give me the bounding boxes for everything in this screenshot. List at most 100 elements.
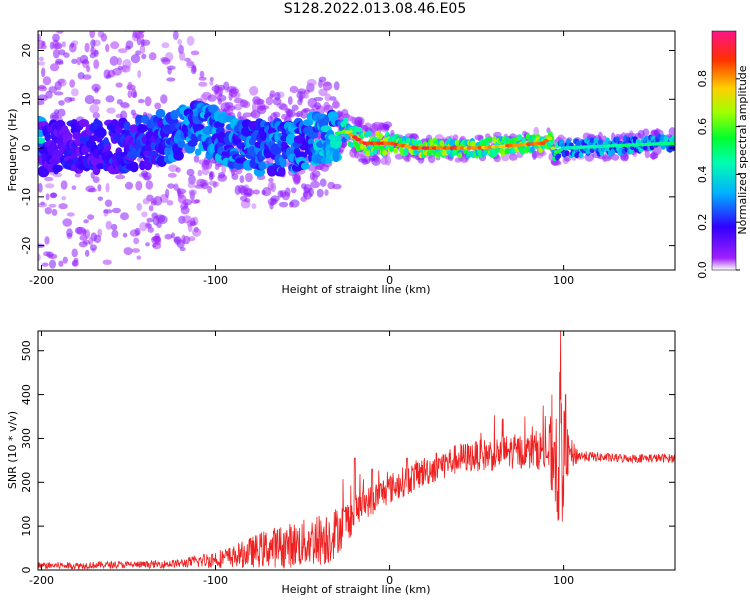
heatmap-cell [207, 94, 217, 102]
heatmap-cell [117, 57, 122, 66]
heatmap-cell [130, 54, 141, 64]
heatmap-cell [110, 41, 120, 50]
heatmap-cell [241, 100, 251, 109]
heatmap-cell [97, 196, 104, 201]
spectrogram-x-ticks: -200 -100 0 100 [29, 31, 574, 287]
heatmap-cell [49, 192, 57, 199]
heatmap-cell [289, 85, 299, 94]
heatmap-cell [78, 119, 90, 127]
heatmap-cell [61, 41, 66, 48]
heatmap-cell [74, 227, 84, 234]
heatmap-cell [244, 198, 251, 203]
heatmap-cell [160, 94, 168, 104]
heatmap-cell [44, 183, 55, 189]
heatmap-cell [239, 175, 245, 184]
heatmap-cell [200, 93, 208, 104]
heatmap-cell [309, 130, 319, 139]
snr-y-label: SNR (10 * v/v) [6, 411, 19, 489]
heatmap-cell [270, 195, 280, 202]
heatmap-cell [137, 70, 142, 79]
heatmap-cell [115, 174, 126, 180]
heatmap-cell [186, 168, 195, 176]
heatmap-cell [93, 234, 102, 244]
heatmap-cell [89, 31, 95, 39]
heatmap-cell [284, 187, 291, 197]
heatmap-cell [90, 244, 97, 251]
heatmap-cell [637, 129, 645, 139]
heatmap-cell [48, 203, 57, 208]
heatmap-cell [134, 227, 141, 236]
heatmap-cell [279, 156, 287, 168]
heatmap-cell [563, 157, 571, 162]
heatmap-cell [295, 151, 308, 159]
heatmap-cell [102, 259, 112, 265]
spectrogram-x-label: Height of straight line (km) [281, 283, 430, 296]
heatmap-cell [124, 181, 134, 190]
heatmap-cell [262, 187, 272, 197]
heatmap-cell [333, 81, 340, 91]
heatmap-cell [252, 189, 260, 195]
x-tick-label: -200 [29, 274, 54, 287]
heatmap-cell [58, 260, 64, 267]
heatmap-cell [318, 88, 328, 97]
heatmap-cell [133, 237, 140, 245]
heatmap-cell [52, 164, 63, 173]
x-tick-label: -100 [203, 274, 228, 287]
y-tick-label: -10 [20, 188, 33, 206]
heatmap-cell [348, 132, 355, 137]
heatmap-cell [122, 232, 128, 238]
heatmap-cell [358, 158, 368, 163]
heatmap-cell [364, 122, 371, 129]
colorbar-ticks: 0.0 0.2 0.4 0.6 0.8 [696, 70, 740, 279]
heatmap-cell [324, 189, 329, 196]
heatmap-cell [138, 98, 145, 104]
heatmap-cell [46, 251, 54, 258]
heatmap-cell [194, 148, 202, 156]
heatmap-cell [89, 104, 100, 114]
heatmap-cell [314, 102, 321, 110]
heatmap-cell [289, 199, 300, 208]
heatmap-cell [106, 107, 116, 114]
heatmap-cell [88, 188, 97, 193]
heatmap-cell [177, 194, 187, 204]
heatmap-cell [196, 178, 207, 187]
heatmap-cell [71, 248, 78, 258]
heatmap-cell [72, 260, 78, 267]
x-tick-label: 0 [386, 574, 393, 587]
x-tick-label: -100 [203, 574, 228, 587]
heatmap-cell [136, 255, 142, 260]
y-tick-label: -20 [20, 237, 33, 255]
heatmap-cell [365, 150, 371, 157]
heatmap-cell [82, 228, 87, 236]
heatmap-cell [357, 119, 363, 126]
heatmap-cell [120, 102, 130, 109]
heatmap-cell [552, 160, 562, 166]
heatmap-cell [38, 253, 41, 262]
snr-x-ticks: -200 -100 0 100 [29, 331, 574, 587]
heatmap-cell [164, 233, 173, 240]
heatmap-cell [109, 56, 119, 66]
heatmap-cell [71, 58, 78, 64]
heatmap-cell [87, 214, 95, 221]
heatmap-cell [352, 135, 358, 139]
heatmap-cell [345, 130, 351, 134]
heatmap-cell [269, 90, 276, 98]
heatmap-cell [110, 223, 118, 231]
heatmap-cell [372, 148, 378, 155]
heatmap-cell [144, 23, 153, 28]
heatmap-cell [66, 228, 73, 238]
heatmap-cell [245, 172, 253, 183]
heatmap-cell [323, 101, 330, 110]
spectrogram-frame [37, 30, 676, 271]
heatmap-cell [93, 59, 100, 70]
heatmap-cell [94, 127, 107, 138]
heatmap-cell [144, 96, 152, 107]
heatmap-cell [303, 184, 312, 193]
heatmap-cell [52, 48, 60, 59]
x-tick-label: -200 [29, 574, 54, 587]
heatmap-cell [297, 88, 307, 95]
heatmap-cell [390, 129, 395, 136]
heatmap-cell [249, 111, 257, 118]
colorbar-tick-label: 0.0 [696, 261, 709, 279]
